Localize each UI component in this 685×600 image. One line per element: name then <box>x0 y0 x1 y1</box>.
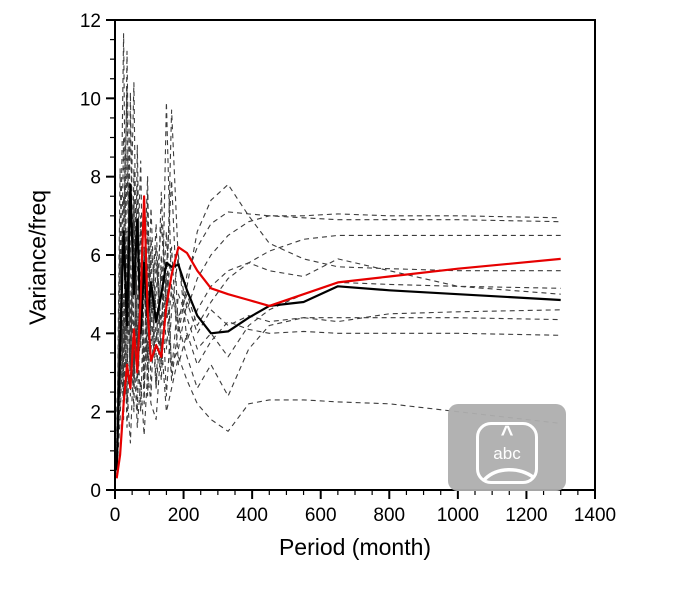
series-solid-red <box>115 195 561 479</box>
y-tick-label: 12 <box>80 11 101 32</box>
y-tick-label: 0 <box>90 481 101 502</box>
y-tick-label: 4 <box>90 324 101 345</box>
series-dashed-4 <box>116 152 561 455</box>
x-tick-label: 1000 <box>437 505 479 526</box>
series-dashed-5 <box>116 136 561 432</box>
series-dashed-8 <box>116 168 561 463</box>
swoosh-icon <box>483 468 535 481</box>
series-dashed-6 <box>116 113 561 471</box>
text-input-osd-overlay: ^ abc <box>448 404 566 491</box>
abc-keyboard-icon: ^ abc <box>476 422 538 484</box>
series-dashed-7 <box>116 86 561 420</box>
abc-icon-label: abc <box>493 444 521 463</box>
series-solid-black <box>115 183 561 471</box>
series-dashed-3 <box>116 91 561 412</box>
x-axis-label: Period (month) <box>278 534 432 560</box>
y-tick-label: 8 <box>90 168 101 189</box>
x-tick-label: 400 <box>236 505 268 526</box>
y-axis-label: Variance/freq <box>24 189 51 326</box>
caret-icon: ^ <box>500 421 514 446</box>
x-tick-label: 600 <box>305 505 337 526</box>
x-tick-label: 1400 <box>574 505 616 526</box>
x-tick-label: 200 <box>168 505 200 526</box>
x-tick-label: 1200 <box>505 505 547 526</box>
x-tick-label: 0 <box>110 505 121 526</box>
y-tick-label: 10 <box>80 89 101 110</box>
y-tick-label: 2 <box>90 403 101 424</box>
y-tick-label: 6 <box>90 246 101 267</box>
x-tick-label: 800 <box>373 505 405 526</box>
series-dashed-1 <box>116 33 561 444</box>
